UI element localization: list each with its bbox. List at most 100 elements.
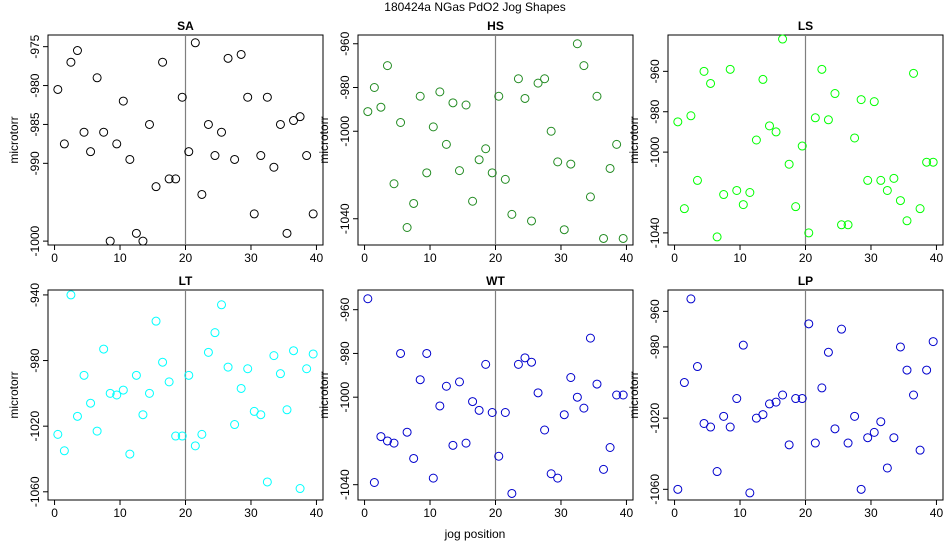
data-point: [745, 488, 755, 498]
data-point: [902, 365, 912, 375]
data-point: [66, 290, 76, 300]
data-point: [533, 388, 543, 398]
data-point: [692, 175, 702, 185]
data-point: [184, 147, 194, 157]
data-point: [699, 66, 709, 76]
data-point: [612, 390, 622, 400]
data-point: [72, 46, 82, 56]
data-point: [86, 147, 96, 157]
data-point: [269, 162, 279, 172]
data-point: [909, 390, 919, 400]
panel-lp: LP 0 10 20 30 40 -960 -980 -1020 -1060 microtorr: [627, 274, 944, 520]
x-tick-label: 40: [310, 506, 324, 520]
x-tick-label: 30: [554, 506, 568, 520]
data-point: [151, 182, 161, 192]
y-tick-label: -985: [28, 112, 42, 136]
data-point: [863, 433, 873, 443]
data-point: [784, 440, 794, 450]
data-point: [605, 163, 615, 173]
data-point: [468, 196, 478, 206]
data-point: [784, 159, 794, 169]
data-point: [197, 429, 207, 439]
data-point: [415, 91, 425, 101]
figure-title: 180424a NGas PdO2 Jog Shapes: [384, 0, 566, 14]
data-point: [843, 220, 853, 230]
data-point: [428, 122, 438, 132]
data-point: [171, 431, 181, 441]
data-point: [797, 394, 807, 404]
data-point: [882, 185, 892, 195]
data-point: [487, 168, 497, 178]
data-point: [725, 422, 735, 432]
data-point: [527, 357, 537, 367]
data-point: [837, 220, 847, 230]
data-point: [282, 228, 292, 238]
data-point: [282, 405, 292, 415]
data-point: [778, 390, 788, 400]
data-point: [823, 115, 833, 125]
y-tick-label: -1040: [338, 469, 352, 500]
y-tick-label: -960: [338, 297, 352, 321]
data-point: [223, 362, 233, 372]
data-point: [197, 189, 207, 199]
panel-hs: HS 0 10 20 30 40 -960 -980 -1000 -1040 microtorr: [317, 19, 634, 265]
data-point: [673, 117, 683, 127]
data-point: [376, 432, 386, 442]
data-point: [243, 92, 253, 102]
y-tick-label: -1020: [648, 402, 662, 433]
data-point: [540, 425, 550, 435]
x-tick-label: 10: [423, 506, 437, 520]
x-tick-label: 20: [179, 506, 193, 520]
data-point: [830, 424, 840, 434]
y-axis-label: microtorr: [627, 371, 641, 418]
data-point: [363, 107, 373, 117]
data-point: [59, 139, 69, 149]
y-tick-label: -1000: [338, 382, 352, 413]
data-point: [915, 445, 925, 455]
data-point: [59, 446, 69, 456]
y-tick-label: -980: [338, 75, 352, 99]
data-point: [592, 91, 602, 101]
data-point: [105, 388, 115, 398]
data-point: [686, 294, 696, 304]
data-point: [745, 188, 755, 197]
y-axis-label: microtorr: [7, 116, 21, 163]
data-point: [566, 159, 576, 169]
x-tick-label: 30: [244, 506, 258, 520]
data-point: [369, 83, 379, 92]
data-point: [738, 340, 748, 350]
data-point: [758, 74, 768, 84]
x-tick-label: 0: [361, 251, 368, 265]
data-point: [679, 204, 689, 214]
data-point: [585, 192, 595, 202]
data-point: [804, 319, 814, 329]
data-point: [474, 155, 484, 165]
data-point: [158, 57, 168, 67]
data-point: [217, 127, 227, 137]
y-tick-label: -980: [648, 99, 662, 123]
data-point: [151, 316, 161, 326]
y-tick-label: -990: [28, 151, 42, 175]
data-point: [428, 473, 438, 483]
x-tick-label: 10: [733, 251, 747, 265]
data-point: [889, 173, 899, 183]
data-point: [210, 328, 220, 338]
data-point: [131, 228, 141, 238]
data-point: [706, 422, 716, 432]
y-tick-label: -975: [28, 34, 42, 58]
data-point: [118, 96, 128, 106]
y-tick-label: -980: [648, 335, 662, 359]
data-point: [448, 98, 458, 108]
data-point: [53, 429, 63, 439]
x-tick-label: 10: [733, 506, 747, 520]
x-tick-label: 20: [179, 251, 193, 265]
data-point: [487, 408, 497, 417]
data-point: [66, 57, 76, 67]
data-point: [105, 236, 115, 246]
data-point: [454, 166, 464, 176]
data-point: [396, 348, 406, 358]
data-point: [210, 151, 220, 161]
data-point: [850, 133, 860, 143]
data-point: [804, 228, 814, 238]
x-tick-label: 20: [799, 251, 813, 265]
